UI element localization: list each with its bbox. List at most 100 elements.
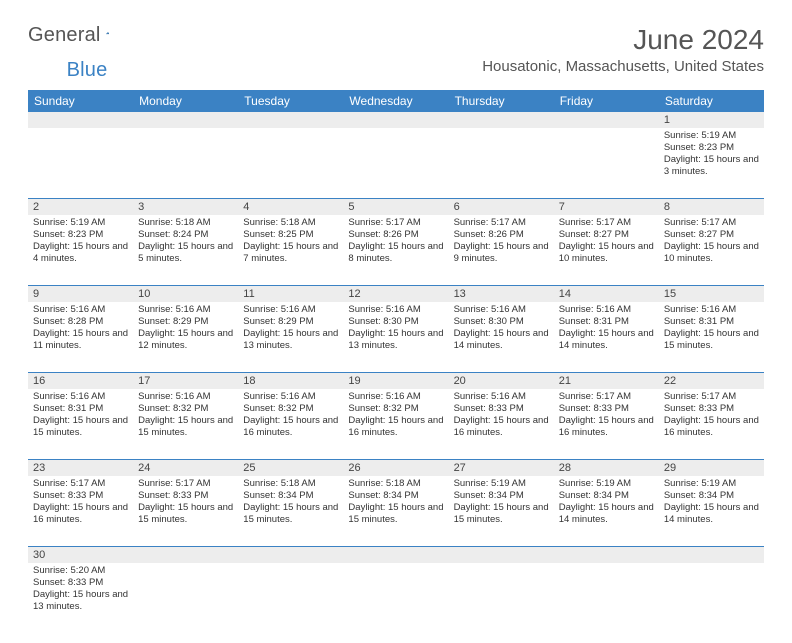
- day-cell: Sunrise: 5:17 AMSunset: 8:26 PMDaylight:…: [449, 215, 554, 285]
- daylight-line: Daylight: 15 hours and 3 minutes.: [664, 154, 759, 178]
- sunrise-line: Sunrise: 5:16 AM: [454, 304, 549, 316]
- day-number: 18: [238, 373, 343, 389]
- sunrise-line: Sunrise: 5:17 AM: [33, 478, 128, 490]
- sunrise-line: Sunrise: 5:16 AM: [243, 391, 338, 403]
- day-cell: Sunrise: 5:17 AMSunset: 8:26 PMDaylight:…: [343, 215, 448, 285]
- day-cell: Sunrise: 5:16 AMSunset: 8:31 PMDaylight:…: [28, 389, 133, 459]
- daylight-line: Daylight: 15 hours and 16 minutes.: [243, 415, 338, 439]
- day-number: [554, 112, 659, 128]
- sunrise-line: Sunrise: 5:19 AM: [559, 478, 654, 490]
- day-number: [238, 112, 343, 128]
- sunrise-line: Sunrise: 5:18 AM: [243, 478, 338, 490]
- day-cell: Sunrise: 5:17 AMSunset: 8:27 PMDaylight:…: [554, 215, 659, 285]
- daylight-line: Daylight: 15 hours and 5 minutes.: [138, 241, 233, 265]
- daynum-row: 16171819202122: [28, 373, 764, 389]
- sunrise-line: Sunrise: 5:17 AM: [348, 217, 443, 229]
- daylight-line: Daylight: 15 hours and 9 minutes.: [454, 241, 549, 265]
- month-title: June 2024: [482, 24, 764, 56]
- day-cell: Sunrise: 5:16 AMSunset: 8:32 PMDaylight:…: [238, 389, 343, 459]
- sunset-line: Sunset: 8:33 PM: [33, 577, 128, 589]
- sunset-line: Sunset: 8:23 PM: [664, 142, 759, 154]
- day-number: 10: [133, 286, 238, 302]
- day-header: Tuesday: [238, 90, 343, 112]
- day-cell: Sunrise: 5:18 AMSunset: 8:25 PMDaylight:…: [238, 215, 343, 285]
- daynum-row: 1: [28, 112, 764, 128]
- day-cell: Sunrise: 5:16 AMSunset: 8:29 PMDaylight:…: [133, 302, 238, 372]
- sunrise-line: Sunrise: 5:16 AM: [348, 304, 443, 316]
- day-number: [449, 112, 554, 128]
- day-number: [659, 547, 764, 563]
- sunset-line: Sunset: 8:27 PM: [664, 229, 759, 241]
- daylight-line: Daylight: 15 hours and 10 minutes.: [664, 241, 759, 265]
- day-number: 14: [554, 286, 659, 302]
- day-number: 11: [238, 286, 343, 302]
- daylight-line: Daylight: 15 hours and 16 minutes.: [664, 415, 759, 439]
- day-cell: Sunrise: 5:17 AMSunset: 8:33 PMDaylight:…: [28, 476, 133, 546]
- daylight-line: Daylight: 15 hours and 13 minutes.: [33, 589, 128, 613]
- page: General June 2024 Housatonic, Massachuse…: [0, 0, 792, 643]
- sunset-line: Sunset: 8:31 PM: [33, 403, 128, 415]
- day-number: 9: [28, 286, 133, 302]
- day-number: [554, 547, 659, 563]
- sunset-line: Sunset: 8:30 PM: [454, 316, 549, 328]
- sunrise-line: Sunrise: 5:16 AM: [559, 304, 654, 316]
- day-number: 20: [449, 373, 554, 389]
- day-number: 5: [343, 199, 448, 215]
- sunset-line: Sunset: 8:30 PM: [348, 316, 443, 328]
- day-cell: Sunrise: 5:19 AMSunset: 8:34 PMDaylight:…: [659, 476, 764, 546]
- daylight-line: Daylight: 15 hours and 14 minutes.: [559, 502, 654, 526]
- sunrise-line: Sunrise: 5:18 AM: [243, 217, 338, 229]
- day-number: 3: [133, 199, 238, 215]
- sunset-line: Sunset: 8:34 PM: [559, 490, 654, 502]
- sunset-line: Sunset: 8:34 PM: [348, 490, 443, 502]
- day-cell: [238, 563, 343, 633]
- brand-part2: Blue: [67, 59, 108, 82]
- sunset-line: Sunset: 8:34 PM: [454, 490, 549, 502]
- sunset-line: Sunset: 8:24 PM: [138, 229, 233, 241]
- day-number: 28: [554, 460, 659, 476]
- day-cell: Sunrise: 5:19 AMSunset: 8:34 PMDaylight:…: [554, 476, 659, 546]
- daylight-line: Daylight: 15 hours and 12 minutes.: [138, 328, 233, 352]
- sunrise-line: Sunrise: 5:16 AM: [33, 391, 128, 403]
- sunrise-line: Sunrise: 5:16 AM: [33, 304, 128, 316]
- daylight-line: Daylight: 15 hours and 13 minutes.: [348, 328, 443, 352]
- week-row: Sunrise: 5:19 AMSunset: 8:23 PMDaylight:…: [28, 215, 764, 286]
- day-header: Thursday: [449, 90, 554, 112]
- sunrise-line: Sunrise: 5:17 AM: [138, 478, 233, 490]
- day-number: 22: [659, 373, 764, 389]
- day-cell: Sunrise: 5:16 AMSunset: 8:31 PMDaylight:…: [659, 302, 764, 372]
- day-number: 4: [238, 199, 343, 215]
- sunrise-line: Sunrise: 5:20 AM: [33, 565, 128, 577]
- daynum-row: 2345678: [28, 199, 764, 215]
- day-number: 27: [449, 460, 554, 476]
- day-cell: [449, 563, 554, 633]
- sunrise-line: Sunrise: 5:17 AM: [559, 217, 654, 229]
- sunset-line: Sunset: 8:32 PM: [243, 403, 338, 415]
- week-row: Sunrise: 5:17 AMSunset: 8:33 PMDaylight:…: [28, 476, 764, 547]
- sunrise-line: Sunrise: 5:18 AM: [348, 478, 443, 490]
- daylight-line: Daylight: 15 hours and 15 minutes.: [33, 415, 128, 439]
- sunrise-line: Sunrise: 5:16 AM: [243, 304, 338, 316]
- day-cell: Sunrise: 5:16 AMSunset: 8:28 PMDaylight:…: [28, 302, 133, 372]
- daylight-line: Daylight: 15 hours and 16 minutes.: [33, 502, 128, 526]
- daylight-line: Daylight: 15 hours and 11 minutes.: [33, 328, 128, 352]
- day-header: Saturday: [659, 90, 764, 112]
- day-cell: Sunrise: 5:19 AMSunset: 8:34 PMDaylight:…: [449, 476, 554, 546]
- sunrise-line: Sunrise: 5:19 AM: [454, 478, 549, 490]
- day-cell: [554, 563, 659, 633]
- day-number: 21: [554, 373, 659, 389]
- day-number: 30: [28, 547, 133, 563]
- sunrise-line: Sunrise: 5:17 AM: [454, 217, 549, 229]
- location: Housatonic, Massachusetts, United States: [482, 58, 764, 75]
- daylight-line: Daylight: 15 hours and 4 minutes.: [33, 241, 128, 265]
- sunset-line: Sunset: 8:32 PM: [138, 403, 233, 415]
- sunset-line: Sunset: 8:25 PM: [243, 229, 338, 241]
- day-cell: Sunrise: 5:17 AMSunset: 8:33 PMDaylight:…: [133, 476, 238, 546]
- week-row: Sunrise: 5:16 AMSunset: 8:28 PMDaylight:…: [28, 302, 764, 373]
- day-number: [133, 112, 238, 128]
- sunset-line: Sunset: 8:28 PM: [33, 316, 128, 328]
- day-number: 25: [238, 460, 343, 476]
- sunset-line: Sunset: 8:34 PM: [664, 490, 759, 502]
- daylight-line: Daylight: 15 hours and 16 minutes.: [454, 415, 549, 439]
- day-cell: [133, 563, 238, 633]
